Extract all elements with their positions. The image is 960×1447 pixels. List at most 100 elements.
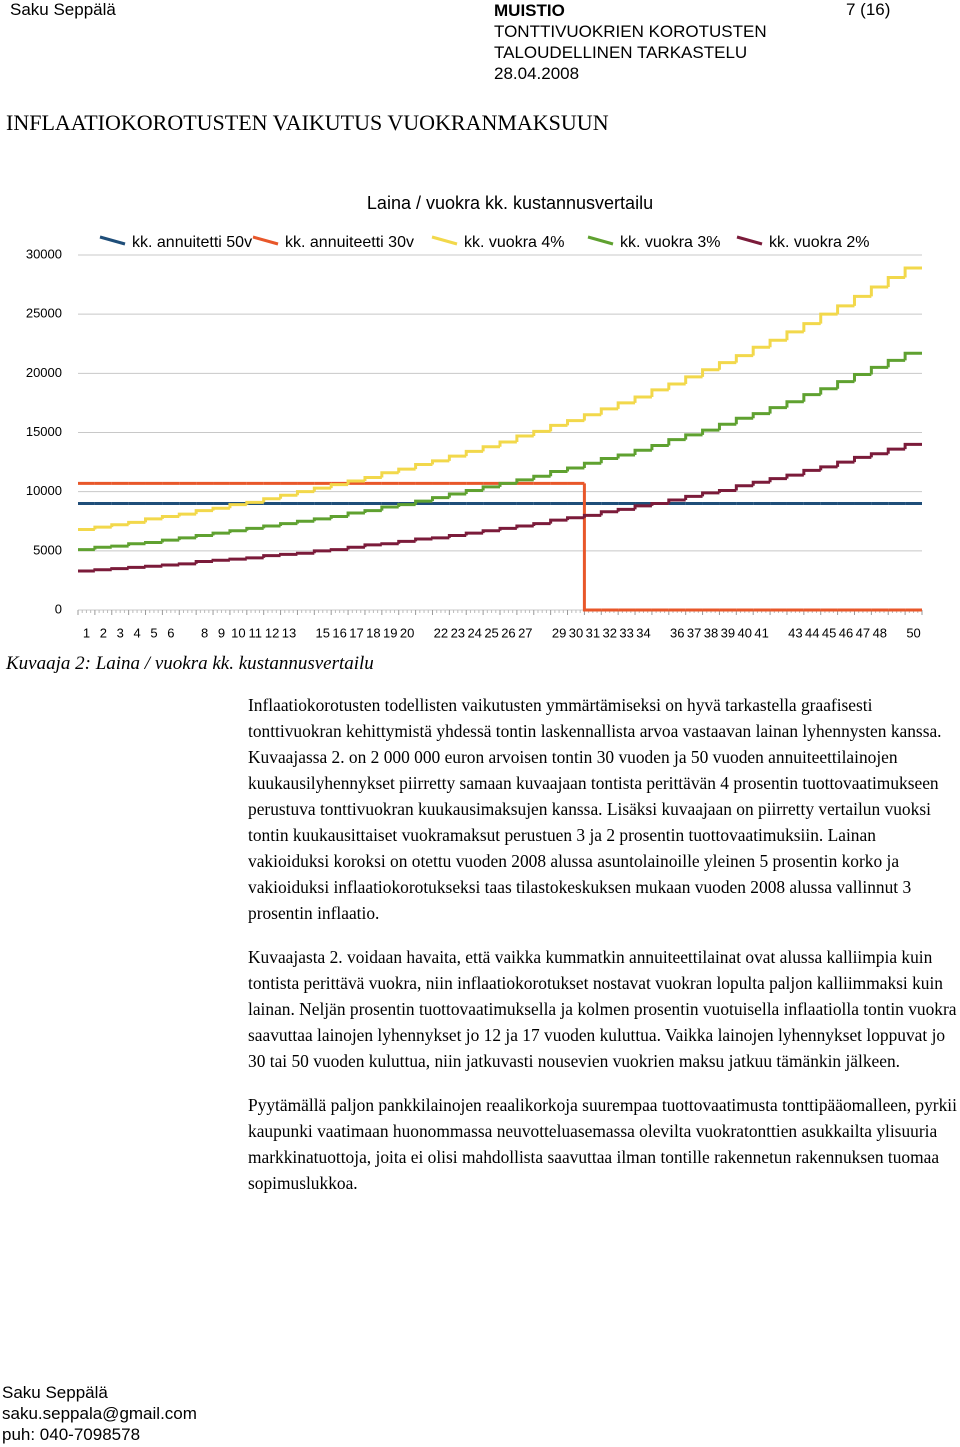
line-step bbox=[582, 483, 602, 612]
line-step bbox=[650, 388, 669, 397]
line-step bbox=[886, 358, 906, 368]
line-step bbox=[836, 460, 855, 467]
line-step bbox=[532, 474, 551, 480]
line-step bbox=[819, 465, 838, 471]
header-block: MUISTIO TONTTIVUOKRIEN KOROTUSTEN TALOUD… bbox=[494, 0, 767, 84]
line-step bbox=[481, 529, 500, 534]
x-tick-label: 24 bbox=[467, 625, 481, 640]
legend-swatch bbox=[431, 235, 458, 246]
x-tick-label: 29 bbox=[552, 625, 566, 640]
x-tick-label: 48 bbox=[873, 625, 887, 640]
x-tick-label: 18 bbox=[366, 625, 380, 640]
line-step bbox=[295, 490, 315, 496]
line-step bbox=[650, 502, 669, 506]
line-step bbox=[144, 517, 163, 523]
legend-label: kk. vuokra 4% bbox=[464, 234, 564, 251]
line-step bbox=[329, 483, 349, 489]
line-step bbox=[177, 562, 197, 566]
line-step bbox=[329, 515, 349, 519]
line-step bbox=[869, 365, 889, 375]
line-step bbox=[566, 466, 585, 472]
x-tick-label: 41 bbox=[754, 625, 768, 640]
line-step bbox=[701, 428, 720, 435]
footer: Saku Seppälä saku.seppala@gmail.com puh:… bbox=[2, 1382, 197, 1445]
legend-swatch bbox=[587, 235, 614, 246]
x-tick-label: 32 bbox=[602, 625, 616, 640]
line-step bbox=[734, 416, 754, 425]
caption: Kuvaaja 2: Laina / vuokra kk. kustannusv… bbox=[6, 653, 374, 674]
x-tick-label: 43 bbox=[788, 625, 802, 640]
line-step bbox=[295, 519, 315, 524]
line-step bbox=[481, 445, 500, 452]
line-step bbox=[532, 522, 551, 526]
x-tick-label: 6 bbox=[167, 625, 174, 640]
body-text: Inflaatiokorotusten todellisten vaikutus… bbox=[248, 692, 960, 1214]
line-step bbox=[194, 509, 214, 515]
line-step bbox=[430, 459, 450, 465]
line-step bbox=[869, 285, 889, 297]
line-step bbox=[127, 542, 146, 547]
line-step bbox=[549, 518, 568, 524]
line-step bbox=[717, 361, 737, 370]
line-step bbox=[262, 497, 281, 503]
line-step bbox=[667, 382, 686, 390]
footer-name: Saku Seppälä bbox=[2, 1383, 108, 1402]
line-step bbox=[430, 496, 450, 502]
line-step bbox=[751, 412, 771, 419]
line-step bbox=[380, 542, 399, 546]
y-tick-label: 15000 bbox=[26, 424, 62, 439]
line-step bbox=[515, 478, 534, 484]
author: Saku Seppälä bbox=[10, 0, 116, 19]
line-step bbox=[414, 499, 433, 505]
chart: Laina / vuokra kk. kustannusvertailu 0 50… bbox=[26, 193, 923, 640]
y-tick-label: 25000 bbox=[26, 306, 62, 321]
x-tick-label: 13 bbox=[282, 625, 296, 640]
x-tick-label: 26 bbox=[501, 625, 515, 640]
line-step bbox=[582, 461, 602, 468]
line-step bbox=[295, 551, 315, 555]
x-tick-label: 2 bbox=[100, 625, 107, 640]
line-step bbox=[566, 516, 585, 521]
line-step bbox=[717, 488, 737, 493]
line-step bbox=[785, 400, 804, 408]
y-tick-label: 30000 bbox=[26, 246, 62, 261]
line-step bbox=[751, 480, 771, 486]
x-tick-label: 23 bbox=[451, 625, 465, 640]
line-step bbox=[802, 322, 821, 332]
line-step bbox=[599, 510, 619, 516]
subject-line: TALOUDELLINEN TARKASTELU bbox=[494, 43, 748, 62]
line-step bbox=[177, 512, 197, 517]
line-step bbox=[515, 524, 534, 529]
line-step bbox=[397, 539, 416, 544]
line-step bbox=[498, 526, 517, 531]
x-tick-label: 10 bbox=[231, 625, 245, 640]
x-tick-label: 46 bbox=[839, 625, 853, 640]
line-step bbox=[684, 494, 703, 500]
line-step bbox=[616, 401, 636, 409]
line-step bbox=[903, 351, 922, 361]
line-step bbox=[566, 419, 585, 426]
line-step bbox=[903, 442, 922, 450]
line-step bbox=[93, 545, 112, 550]
line-step bbox=[279, 493, 298, 499]
line-step bbox=[110, 523, 129, 528]
x-tick-label: 11 bbox=[248, 625, 262, 640]
line-step bbox=[684, 375, 703, 384]
x-tick-label: 27 bbox=[518, 625, 532, 640]
x-tick-label: 17 bbox=[349, 625, 363, 640]
x-tick-label: 38 bbox=[704, 625, 718, 640]
line-step bbox=[599, 407, 619, 415]
line-step bbox=[819, 387, 838, 395]
line-step bbox=[144, 564, 163, 568]
line-step bbox=[363, 475, 382, 482]
footer-email: saku.seppala@gmail.com bbox=[2, 1404, 197, 1423]
line-step bbox=[903, 266, 922, 278]
line-step bbox=[667, 438, 686, 446]
legend-swatch bbox=[736, 235, 763, 246]
line-step bbox=[160, 563, 180, 567]
line-step bbox=[245, 500, 264, 505]
legend-label: kk. annuiteetti 30v bbox=[285, 234, 414, 251]
line-step bbox=[549, 423, 568, 432]
x-tick-label: 16 bbox=[332, 625, 346, 640]
line-step bbox=[312, 517, 332, 522]
